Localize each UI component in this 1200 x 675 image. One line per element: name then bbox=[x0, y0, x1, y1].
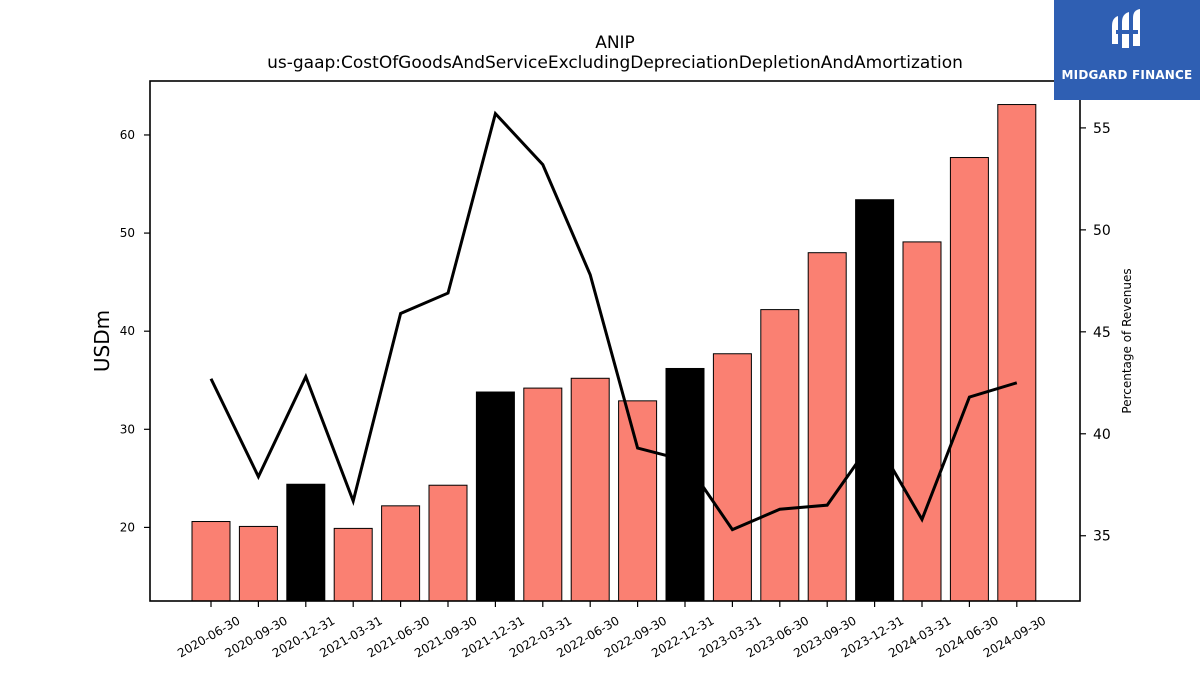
bar bbox=[712, 353, 752, 602]
bar bbox=[570, 377, 610, 602]
bar bbox=[949, 157, 989, 602]
chart-title: ANIP bbox=[595, 33, 635, 53]
logo-mark-icon bbox=[1112, 9, 1140, 48]
y-tick-label: 60 bbox=[120, 128, 135, 142]
left-axis-ticks: 20 30 40 50 60 bbox=[120, 128, 150, 534]
bar bbox=[475, 391, 515, 602]
y-tick-label: 40 bbox=[120, 324, 135, 338]
bar bbox=[807, 252, 847, 602]
bar bbox=[381, 505, 421, 602]
bar bbox=[191, 521, 231, 602]
y-tick-label: 30 bbox=[120, 422, 135, 436]
percentage-line bbox=[209, 110, 1018, 532]
bar bbox=[902, 241, 942, 602]
bar bbox=[428, 484, 468, 602]
bar-series bbox=[191, 104, 1037, 602]
y-tick-label: 50 bbox=[120, 226, 135, 240]
bar bbox=[618, 400, 658, 602]
bar bbox=[665, 367, 705, 602]
bar bbox=[855, 199, 895, 602]
midgard-finance-logo: MIDGARD FINANCE bbox=[1054, 0, 1200, 100]
x-axis-ticks: 2020-06-302020-09-302020-12-312021-03-31… bbox=[175, 601, 1048, 660]
bar bbox=[238, 525, 278, 602]
bar bbox=[997, 104, 1037, 602]
bar bbox=[286, 483, 326, 602]
y2-tick-label: 45 bbox=[1093, 325, 1111, 341]
bar bbox=[523, 387, 563, 602]
y2-tick-label: 35 bbox=[1093, 529, 1111, 545]
y2-tick-label: 40 bbox=[1093, 427, 1111, 443]
line-series bbox=[209, 110, 1018, 532]
chart-subtitle: us-gaap:CostOfGoodsAndServiceExcludingDe… bbox=[267, 53, 963, 73]
plot-frame bbox=[149, 80, 1081, 602]
y2-tick-label: 50 bbox=[1093, 223, 1111, 239]
logo-text: MIDGARD FINANCE bbox=[1061, 68, 1193, 82]
right-axis-ticks: 35 40 45 50 55 bbox=[1080, 121, 1111, 545]
y-tick-label: 20 bbox=[120, 520, 135, 534]
y2-axis-label: Percentage of Revenues bbox=[1120, 268, 1134, 413]
bar bbox=[760, 309, 800, 602]
y-axis-label: USDm bbox=[90, 310, 114, 372]
y2-tick-label: 55 bbox=[1093, 121, 1111, 137]
bar bbox=[333, 527, 373, 602]
